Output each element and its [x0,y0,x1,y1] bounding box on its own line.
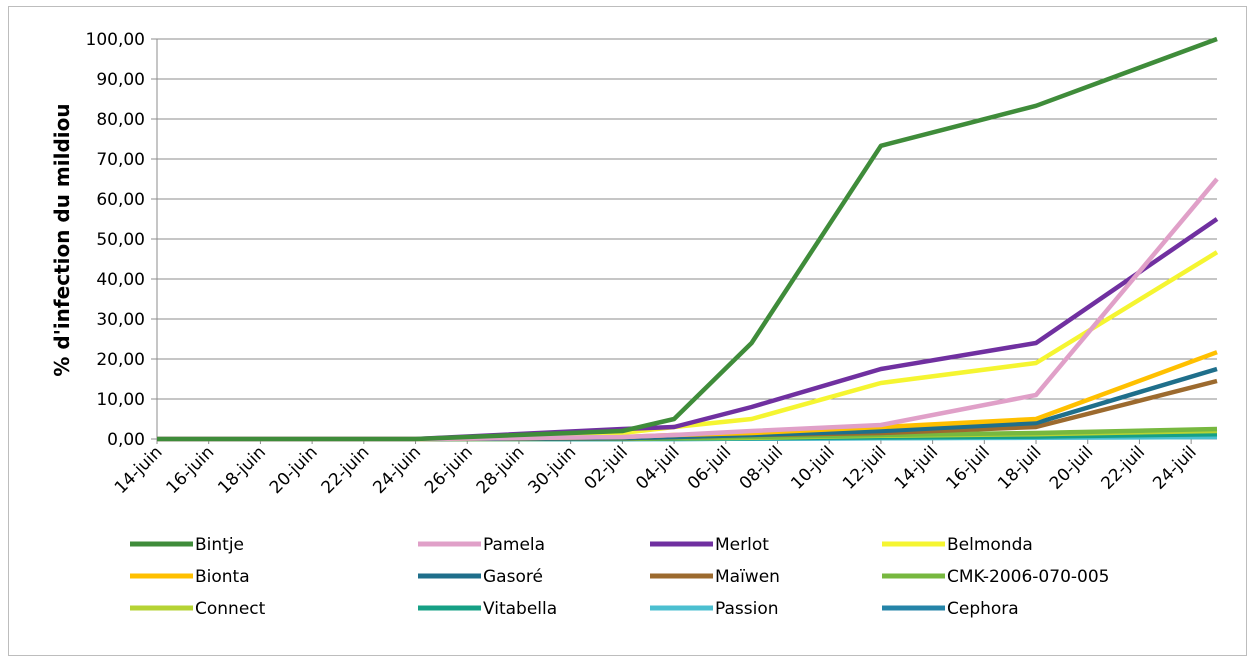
y-axis-label: % d'infection du mildiou [50,103,74,376]
legend-label-connect: Connect [195,599,266,619]
legend-label-bionta: Bionta [195,567,250,587]
legend-label-pamela: Pamela [483,535,545,555]
x-tick-label: 26-juin [421,442,477,498]
x-tick-label: 16-juin [163,442,219,498]
legend-label-cmk-2006-070-005: CMK-2006-070-005 [947,567,1109,587]
y-tick-label: 20,00 [96,350,145,370]
legend-label-cephora: Cephora [947,599,1019,619]
x-tick-label: 18-juil [994,442,1045,493]
y-tick-label: 50,00 [96,230,145,250]
x-tick-label: 20-juil [1046,442,1097,493]
x-tick-label: 08-juil [736,442,787,493]
series-line-pamela [157,177,1219,442]
y-tick-label: 60,00 [96,190,145,210]
x-tick-label: 24-juin [369,442,425,498]
x-tick-label: 30-juin [524,442,580,498]
x-tick-label: 18-juin [214,442,270,498]
x-tick-label: 22-juin [318,442,374,498]
x-tick-label: 14-juin [111,442,167,498]
x-tick-label: 02-juil [580,442,631,493]
legend-label-merlot: Merlot [715,535,769,555]
y-tick-label: 30,00 [96,310,145,330]
x-tick-label: 16-juil [942,442,993,493]
x-axis-tick-labels: 14-juin16-juin18-juin20-juin22-juin24-ju… [111,439,1201,498]
y-tick-label: 80,00 [96,110,145,130]
x-tick-label: 10-juil [787,442,838,493]
legend-label-ma-wen: Maïwen [715,567,780,587]
x-tick-label: 14-juil [891,442,942,493]
x-tick-label: 22-juil [1098,442,1149,493]
x-tick-label: 12-juil [839,442,890,493]
y-tick-label: 100,00 [86,30,145,50]
legend-label-belmonda: Belmonda [947,535,1033,555]
legend-label-gasor-: Gasoré [483,567,543,587]
legend-label-bintje: Bintje [195,535,244,555]
series-lines [157,36,1219,442]
legend: Bintje Pamela Merlot Belmonda Bionta Gasoré Ma… [130,535,1109,619]
y-axis-tick-labels: 0,00 10,00 20,00 30,00 40,00 50,00 60,00 70,00 8… [86,30,145,450]
x-tick-label: 24-juil [1149,442,1200,493]
y-tick-label: 70,00 [96,150,145,170]
y-tick-label: 10,00 [96,390,145,410]
chart-frame [8,6,1247,656]
series-line-bintje [157,36,1218,442]
legend-label-vitabella: Vitabella [483,599,557,619]
y-tick-label: 40,00 [96,270,145,290]
legend-label-passion: Passion [715,599,779,619]
y-tick-label: 90,00 [96,70,145,90]
x-tick-label: 28-juin [473,442,529,498]
x-tick-label: 20-juin [266,442,322,498]
x-tick-label: 06-juil [684,442,735,493]
y-tick-label: 0,00 [107,430,145,450]
x-tick-label: 04-juil [632,442,683,493]
